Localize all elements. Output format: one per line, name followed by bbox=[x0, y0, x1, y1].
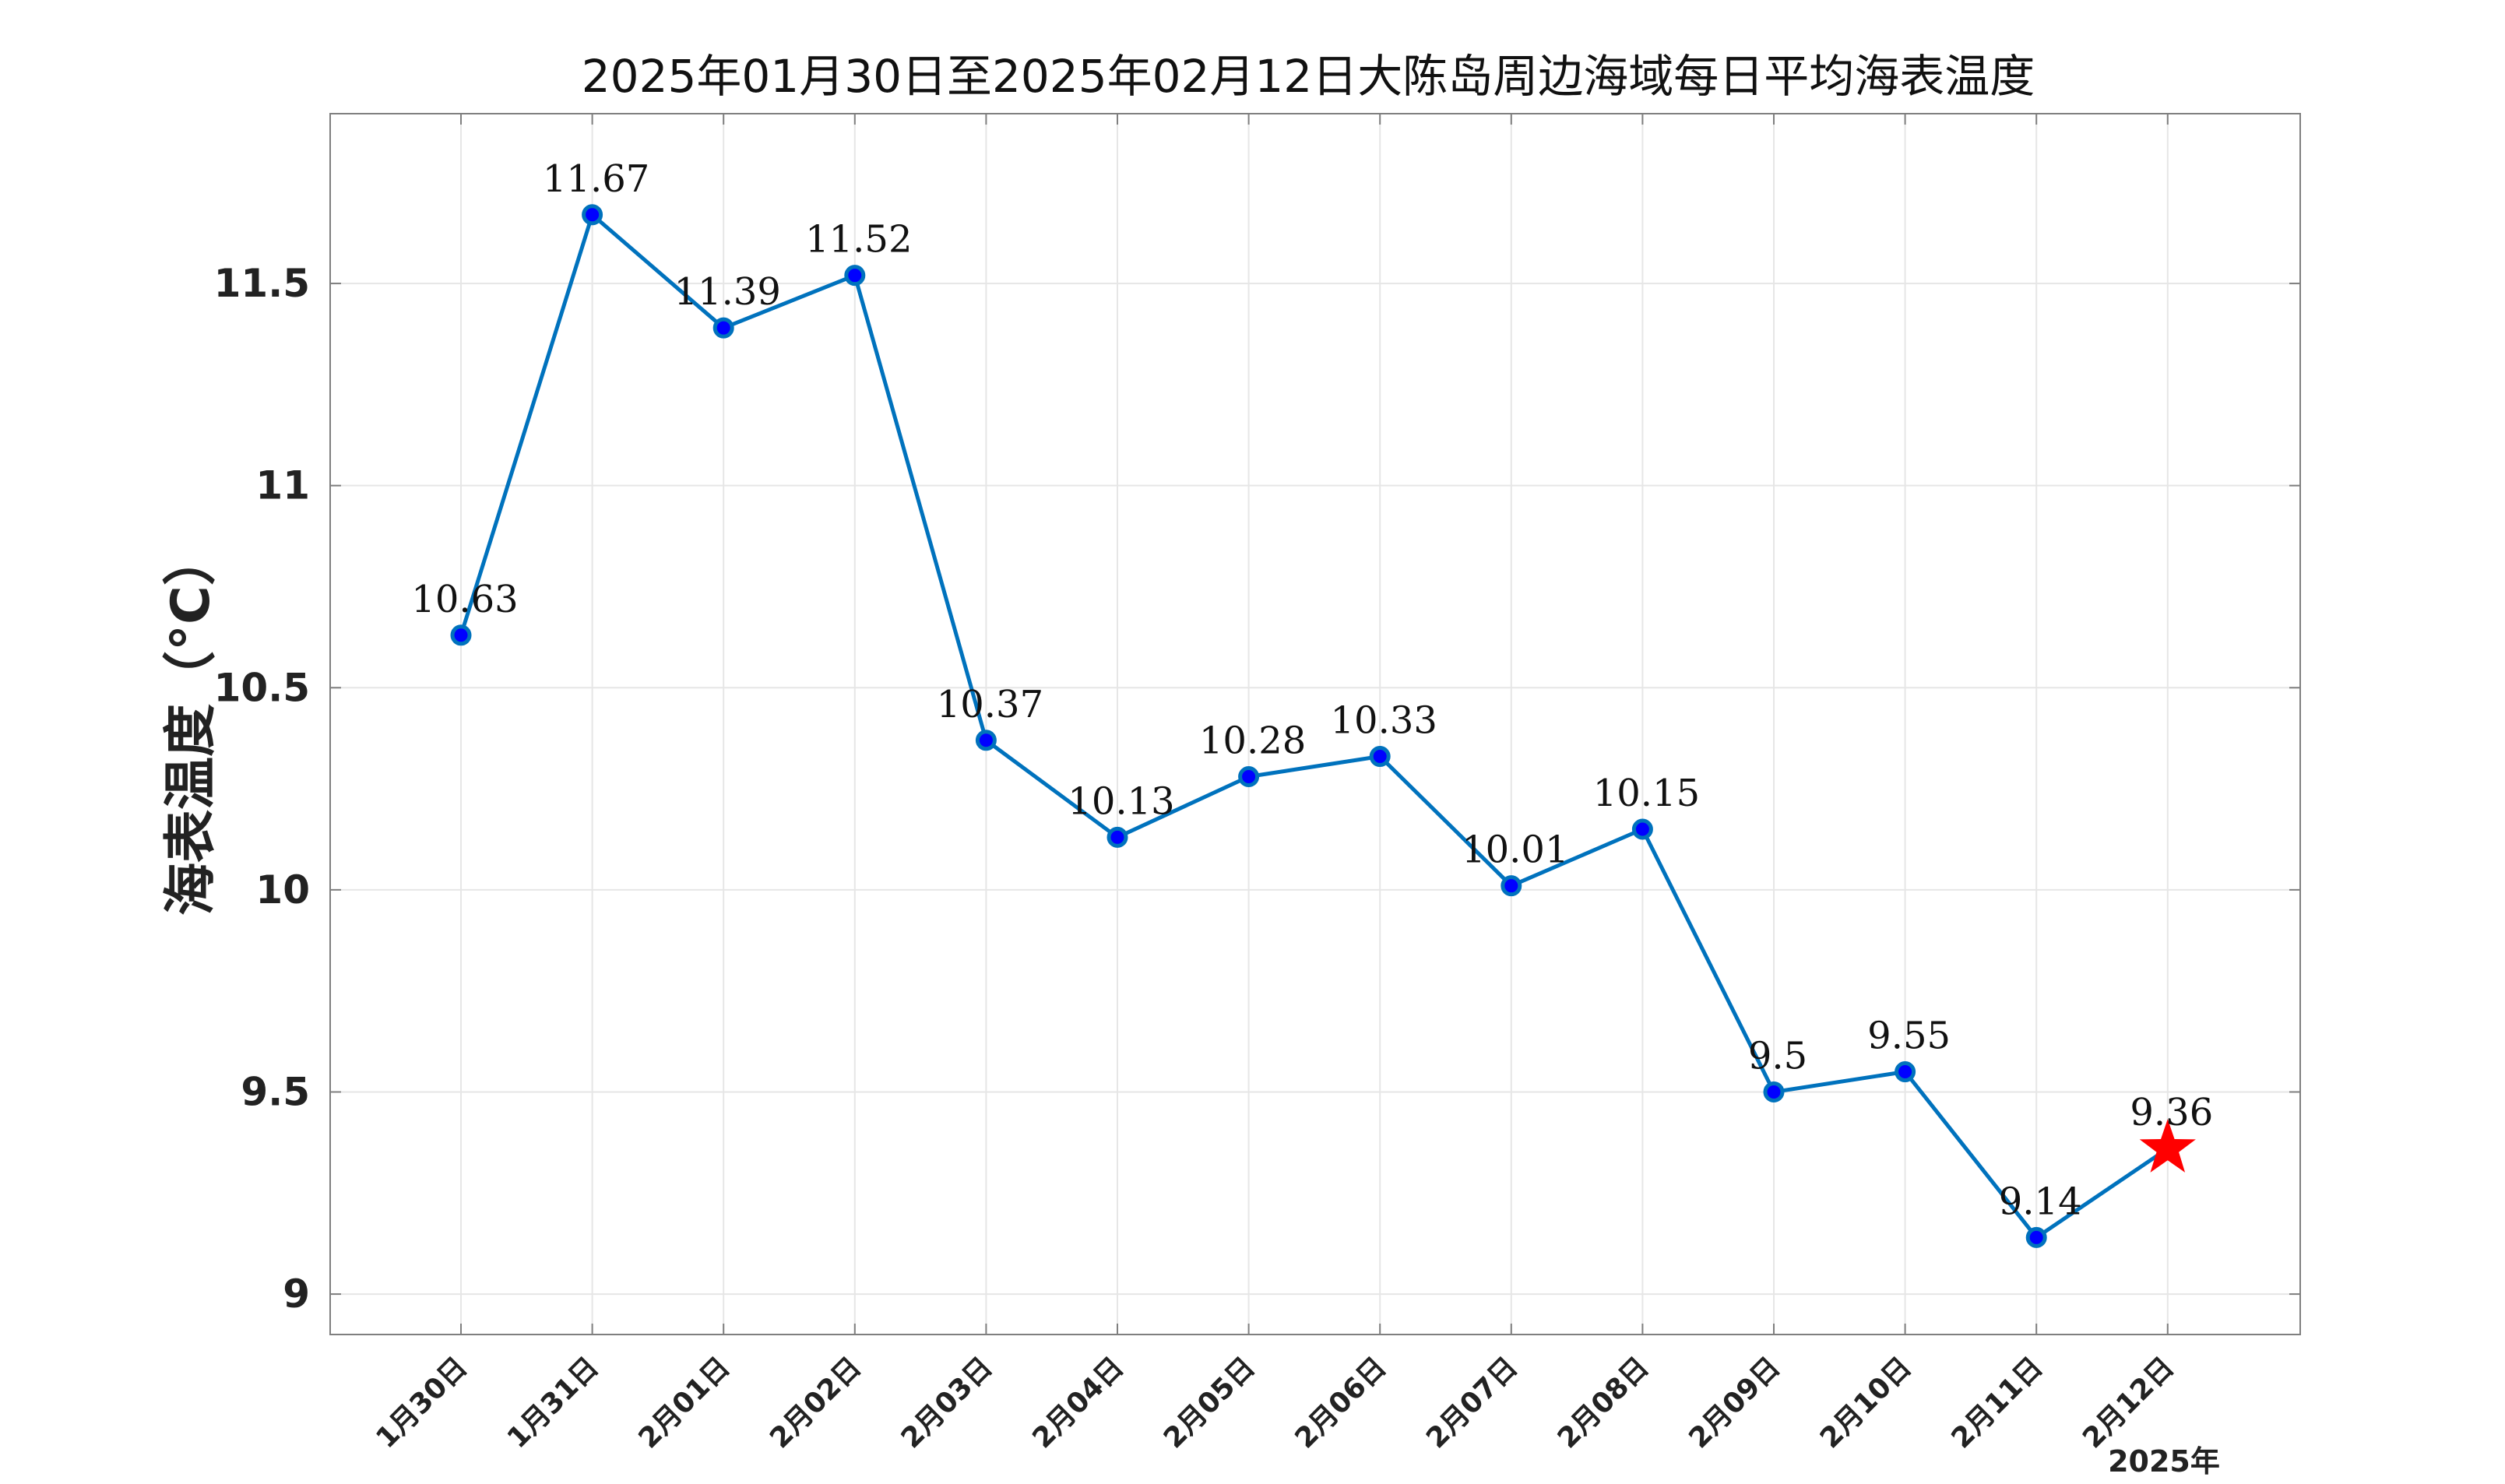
data-label: 9.5 bbox=[1748, 1034, 1807, 1078]
data-label: 9.36 bbox=[2130, 1091, 2213, 1134]
data-label: 10.33 bbox=[1330, 699, 1437, 743]
x-tick-label: 2月04日 bbox=[1026, 1351, 1130, 1454]
x-tick-label: 2月11日 bbox=[1946, 1351, 2049, 1454]
data-label: 10.13 bbox=[1068, 779, 1174, 823]
x-tick-label: 2月07日 bbox=[1420, 1351, 1524, 1454]
chart-title: 2025年01月30日至2025年02月12日大陈岛周边海域每日平均海表温度 bbox=[582, 50, 2035, 103]
series-line bbox=[459, 213, 2169, 1240]
data-markers bbox=[450, 204, 2196, 1248]
data-label: 11.39 bbox=[674, 270, 780, 314]
y-tick-label: 10 bbox=[255, 867, 310, 913]
data-point-marker bbox=[582, 204, 603, 226]
data-label: 9.14 bbox=[1999, 1180, 2082, 1223]
data-point-marker bbox=[450, 624, 472, 646]
data-point-marker bbox=[1501, 875, 1522, 897]
data-point-marker bbox=[1369, 746, 1391, 768]
data-point-marker bbox=[975, 730, 997, 751]
data-point-marker bbox=[1238, 765, 1260, 787]
data-point-marker bbox=[1763, 1081, 1785, 1102]
y-axis-ticks: 9 9.5 10 10.5 11 11.5 bbox=[214, 261, 2300, 1317]
plot-frame bbox=[329, 113, 2301, 1335]
data-label: 11.67 bbox=[543, 157, 649, 201]
x-tick-label: 2月05日 bbox=[1158, 1351, 1261, 1454]
x-tick-label: 2月03日 bbox=[895, 1351, 999, 1454]
highlight-star-marker bbox=[2139, 1119, 2196, 1173]
y-tick-label: 11 bbox=[255, 463, 310, 508]
x-tick-label: 2月01日 bbox=[633, 1351, 737, 1454]
data-point-marker bbox=[712, 317, 734, 339]
x-tick-label: 1月31日 bbox=[501, 1351, 605, 1454]
data-point-marker bbox=[1895, 1061, 1916, 1083]
x-axis-year-label: 2025年 bbox=[2108, 1444, 2220, 1479]
y-tick-label: 9.5 bbox=[241, 1069, 310, 1114]
grid bbox=[330, 114, 2300, 1335]
data-label: 10.15 bbox=[1593, 772, 1700, 815]
data-point-marker bbox=[1106, 826, 1128, 848]
data-label: 11.52 bbox=[805, 218, 912, 262]
y-tick-label: 10.5 bbox=[214, 665, 310, 710]
data-label: 9.55 bbox=[1867, 1015, 1951, 1058]
x-tick-label: 2月02日 bbox=[764, 1351, 867, 1454]
x-tick-label: 2月09日 bbox=[1683, 1351, 1786, 1454]
x-tick-label: 2月10日 bbox=[1814, 1351, 1918, 1454]
data-point-marker bbox=[844, 265, 866, 287]
x-axis-ticks: 1月30日 1月31日 2月01日 2月02日 2月03日 2月04日 2月05日 2月06日… bbox=[370, 114, 2180, 1454]
data-label: 10.37 bbox=[937, 683, 1043, 726]
x-tick-label: 2月08日 bbox=[1552, 1351, 1655, 1454]
data-label: 10.01 bbox=[1462, 828, 1568, 872]
y-tick-label: 11.5 bbox=[214, 261, 310, 306]
x-tick-label: 2月06日 bbox=[1289, 1351, 1393, 1454]
data-label: 10.63 bbox=[411, 578, 518, 621]
x-tick-label: 2月12日 bbox=[2077, 1351, 2180, 1454]
data-point-marker bbox=[1631, 818, 1653, 840]
data-point-marker bbox=[2025, 1226, 2047, 1248]
y-axis-label: 海表温度（°C） bbox=[160, 533, 222, 916]
y-tick-label: 9 bbox=[283, 1271, 310, 1317]
data-labels: 10.63 11.67 11.39 11.52 10.37 10.13 10.28 10.33… bbox=[411, 157, 2213, 1224]
x-tick-label: 1月30日 bbox=[370, 1351, 473, 1454]
data-label: 10.28 bbox=[1199, 719, 1306, 762]
